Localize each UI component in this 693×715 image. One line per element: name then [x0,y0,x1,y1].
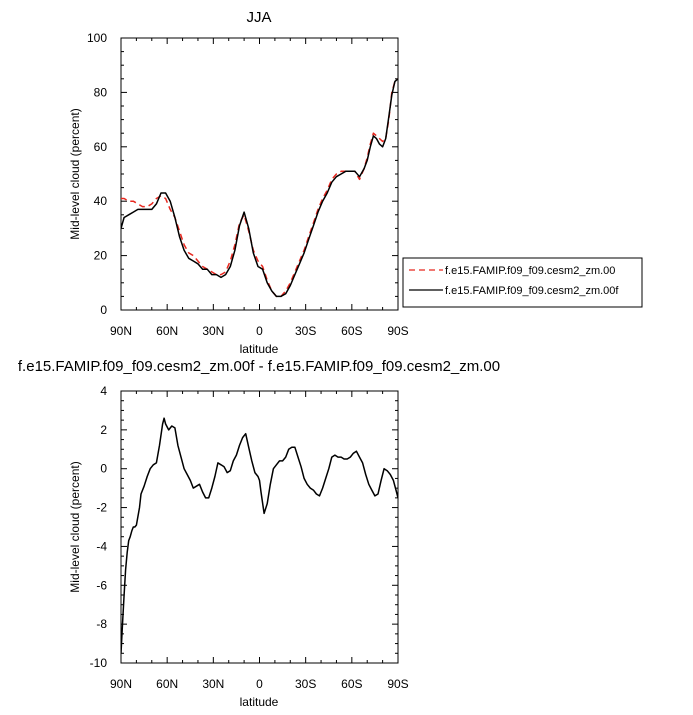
top-x-tick-label: 60N [156,324,178,338]
bottom-x-axis: 90N 60N 30N 0 30S 60S 90S [110,391,409,691]
top-x-axis: 90N 60N 30N 0 30S 60S 90S [110,38,409,338]
bottom-x-tick-label: 60N [156,677,178,691]
top-x-tick-label: 90N [110,324,132,338]
top-x-tick-label: 30N [202,324,224,338]
bottom-y-tick-label: -10 [90,656,108,670]
legend: f.e15.FAMIP.f09_f09.cesm2_zm.00 f.e15.FA… [402,257,643,308]
top-y-axis: 0 20 40 60 80 100 [87,31,398,317]
bottom-y-axis: -10 -8 -6 -4 -2 0 2 4 [90,384,398,670]
top-panel: JJA 0 20 40 60 80 100 90N 60N 30N 0 30S 60S 90S lat… [68,9,409,356]
bottom-y-tick-label: -2 [96,501,107,515]
top-x-axis-label: latitude [240,342,279,356]
legend-label-series-1: f.e15.FAMIP.f09_f09.cesm2_zm.00 [445,265,615,277]
top-y-axis-label: Mid-level cloud (percent) [68,108,82,239]
bottom-y-tick-label: 0 [100,462,107,476]
top-series-line-1 [121,78,398,298]
top-y-tick-label: 20 [94,249,108,263]
top-y-tick-label: 60 [94,140,108,154]
top-x-tick-label: 90S [387,324,408,338]
bottom-y-axis-label: Mid-level cloud (percent) [68,461,82,592]
top-x-tick-label: 0 [256,324,263,338]
bottom-y-tick-label: -6 [96,578,107,592]
top-chart-title: JJA [246,9,271,26]
legend-label-series-2: f.e15.FAMIP.f09_f09.cesm2_zm.00f [445,285,619,297]
top-series-group [121,78,398,298]
bottom-series-line-1 [121,417,398,654]
bottom-x-tick-label: 90N [110,677,132,691]
top-x-tick-label: 60S [341,324,362,338]
bottom-x-tick-label: 30S [295,677,316,691]
bottom-y-tick-label: 4 [100,384,107,398]
bottom-x-axis-label: latitude [240,695,279,709]
bottom-x-tick-label: 0 [256,677,263,691]
top-x-tick-label: 30S [295,324,316,338]
bottom-y-tick-label: -4 [96,539,107,553]
legend-box [402,257,643,308]
bottom-panel: f.e15.FAMIP.f09_f09.cesm2_zm.00f - f.e15… [18,358,500,709]
bottom-x-tick-label: 90S [387,677,408,691]
top-y-tick-label: 0 [100,303,107,317]
bottom-x-tick-label: 60S [341,677,362,691]
top-y-tick-label: 40 [94,194,108,208]
top-y-tick-label: 80 [94,85,108,99]
top-series-line-2 [121,78,398,298]
bottom-series-group [121,417,398,654]
bottom-y-tick-label: 2 [100,423,107,437]
bottom-chart-title: f.e15.FAMIP.f09_f09.cesm2_zm.00f - f.e15… [18,358,500,375]
top-y-tick-label: 100 [87,31,107,45]
bottom-x-tick-label: 30N [202,677,224,691]
bottom-plot-frame [120,390,399,664]
bottom-y-tick-label: -8 [96,617,107,631]
